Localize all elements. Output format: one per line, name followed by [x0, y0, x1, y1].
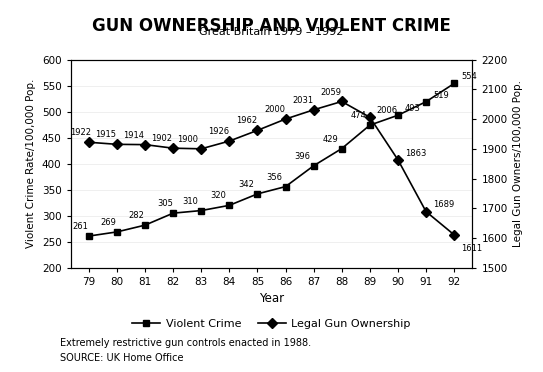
Legal Gun Ownership: [367, 115, 373, 119]
Legal Gun Ownership: [338, 99, 345, 104]
Text: 2006: 2006: [377, 106, 398, 115]
Legal Gun Ownership: [113, 142, 120, 147]
Text: 519: 519: [433, 90, 449, 100]
Text: 429: 429: [323, 135, 338, 144]
Violent Crime: [395, 113, 401, 118]
Text: 1914: 1914: [123, 131, 144, 140]
Text: 1611: 1611: [461, 244, 482, 253]
Text: 1962: 1962: [236, 116, 257, 125]
Text: 356: 356: [267, 173, 282, 182]
Violent Crime: [367, 123, 373, 127]
Y-axis label: Legal Gun Owners/100,000 Pop.: Legal Gun Owners/100,000 Pop.: [513, 80, 523, 247]
Text: 396: 396: [294, 152, 311, 161]
Violent Crime: [282, 185, 289, 189]
Title: Great Britain 1979 – 1992: Great Britain 1979 – 1992: [199, 26, 344, 36]
Violent Crime: [254, 192, 261, 196]
Text: 1922: 1922: [70, 128, 91, 137]
Text: 2059: 2059: [320, 87, 341, 97]
Violent Crime: [451, 81, 457, 86]
Text: 1900: 1900: [177, 135, 198, 144]
Line: Violent Crime: Violent Crime: [85, 80, 458, 240]
Violent Crime: [86, 234, 92, 238]
Text: 305: 305: [157, 199, 173, 208]
Text: 282: 282: [129, 211, 144, 220]
Text: 1915: 1915: [96, 131, 116, 140]
Text: 554: 554: [461, 72, 477, 81]
Legal Gun Ownership: [170, 146, 176, 150]
Legal Gun Ownership: [423, 209, 430, 214]
Violent Crime: [311, 164, 317, 168]
Legal Gun Ownership: [226, 139, 232, 143]
Text: 2031: 2031: [292, 96, 313, 105]
Text: 2000: 2000: [264, 105, 285, 114]
Text: 493: 493: [405, 104, 421, 113]
Text: 269: 269: [100, 218, 117, 227]
Violent Crime: [142, 223, 148, 227]
Text: 1926: 1926: [207, 127, 229, 136]
Violent Crime: [113, 230, 120, 234]
Text: GUN OWNERSHIP AND VIOLENT CRIME: GUN OWNERSHIP AND VIOLENT CRIME: [92, 17, 451, 35]
Legal Gun Ownership: [395, 158, 401, 162]
Y-axis label: Violent Crime Rate/100,000 Pop.: Violent Crime Rate/100,000 Pop.: [26, 79, 36, 248]
Violent Crime: [198, 208, 205, 213]
X-axis label: Year: Year: [259, 292, 284, 305]
Legal Gun Ownership: [198, 147, 205, 151]
Text: Extremely restrictive gun controls enacted in 1988.: Extremely restrictive gun controls enact…: [60, 338, 311, 348]
Text: SOURCE: UK Home Office: SOURCE: UK Home Office: [60, 353, 183, 363]
Legal Gun Ownership: [142, 142, 148, 147]
Legal Gun Ownership: [254, 128, 261, 132]
Legal Gun Ownership: [311, 108, 317, 112]
Legal Gun Ownership: [86, 140, 92, 144]
Text: 261: 261: [73, 222, 89, 231]
Legend: Violent Crime, Legal Gun Ownership: Violent Crime, Legal Gun Ownership: [132, 319, 411, 329]
Text: 1902: 1902: [151, 134, 173, 143]
Line: Legal Gun Ownership: Legal Gun Ownership: [85, 98, 458, 238]
Violent Crime: [170, 211, 176, 215]
Text: 1689: 1689: [433, 201, 454, 209]
Text: 474: 474: [351, 111, 367, 120]
Text: 1863: 1863: [405, 149, 426, 158]
Text: 310: 310: [182, 197, 198, 206]
Violent Crime: [226, 203, 232, 208]
Violent Crime: [338, 146, 345, 151]
Violent Crime: [423, 99, 430, 104]
Text: 342: 342: [238, 180, 254, 189]
Text: 320: 320: [210, 192, 226, 201]
Legal Gun Ownership: [282, 117, 289, 121]
Legal Gun Ownership: [451, 232, 457, 237]
